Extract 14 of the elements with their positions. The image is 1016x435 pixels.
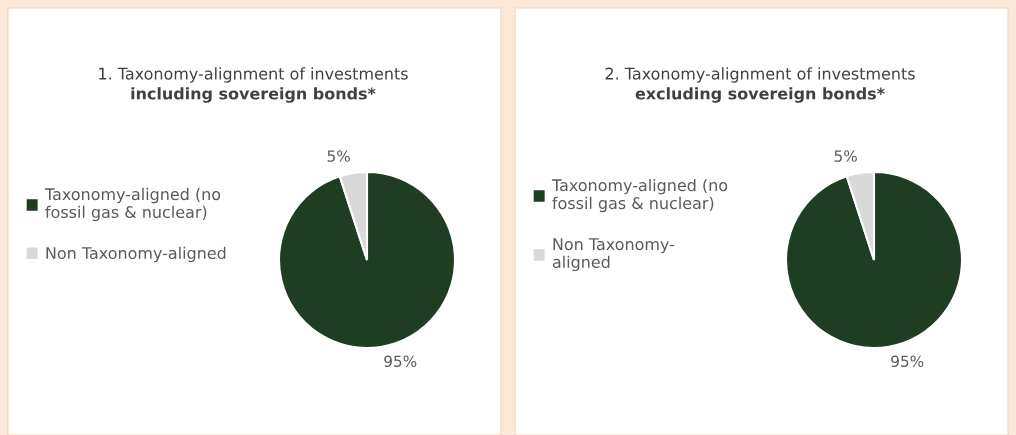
chart-subtitle: including sovereign bonds* xyxy=(131,87,376,103)
data-label: 5% xyxy=(834,150,857,162)
data-label: 5% xyxy=(327,150,350,162)
pie-slice xyxy=(784,170,964,350)
legend-label: Non Taxonomy- aligned xyxy=(552,238,675,272)
legend-label: Taxonomy-aligned (no fossil gas & nuclear) xyxy=(551,178,728,213)
pie-slice xyxy=(277,170,457,350)
data-label: 95% xyxy=(384,355,417,367)
data-label: 95% xyxy=(891,355,924,367)
legend-label: Non Taxonomy-aligned xyxy=(46,246,226,263)
legend-label: Taxonomy-aligned (no fossil gas & nuclear) xyxy=(44,187,221,222)
chart-subtitle: excluding sovereign bonds* xyxy=(635,87,885,103)
chart-title: 1. Taxonomy-alignment of investments xyxy=(99,67,408,83)
chart-title: 2. Taxonomy-alignment of investments xyxy=(605,67,915,83)
